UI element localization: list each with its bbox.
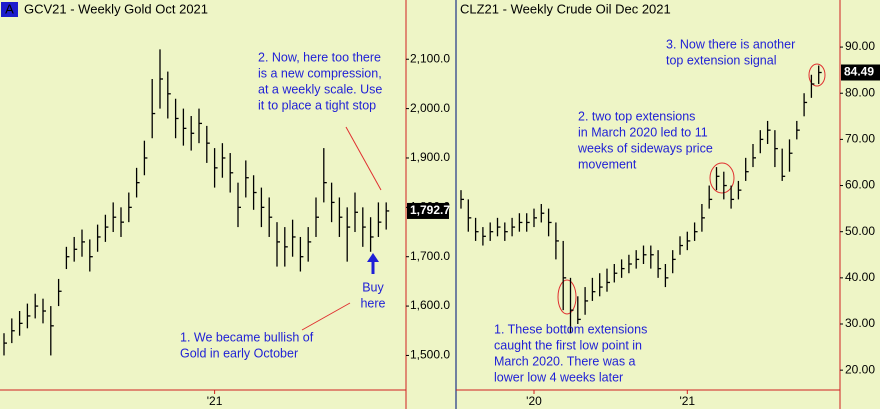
last-price-label: 1,792.7: [410, 203, 450, 217]
y-tick-label: 90.00: [845, 39, 875, 53]
annotation: Gold in early October: [180, 346, 298, 360]
annotation: 1. We became bullish of: [180, 330, 314, 344]
annotation: March 2020. There was a: [494, 354, 636, 368]
annotation: is a new compression,: [258, 66, 382, 80]
x-tick-label: '20: [526, 394, 542, 408]
highlight-ellipse: [557, 279, 577, 315]
y-tick-label: 80.00: [845, 85, 875, 99]
highlight-ellipse: [808, 63, 826, 87]
annotation: 2. Now, here too there: [258, 50, 381, 64]
y-tick-label: 1,600.0: [410, 298, 450, 312]
annotation: top extension signal: [666, 53, 777, 67]
y-tick-label: 2,100.0: [410, 51, 450, 65]
annotation: here: [360, 296, 385, 310]
y-tick-label: 60.00: [845, 178, 875, 192]
y-tick-label: 2,000.0: [410, 101, 450, 115]
badge: A: [5, 1, 14, 16]
last-price-label: 84.49: [844, 65, 874, 79]
badge-box: [1, 2, 18, 17]
x-tick-label: '21: [679, 394, 695, 408]
y-tick-label: 50.00: [845, 224, 875, 238]
x-tick-label: '21: [207, 394, 223, 408]
highlight-ellipse: [709, 162, 735, 194]
annotation: caught the first low point in: [494, 338, 642, 352]
annotation: 2. two top extensions: [578, 109, 695, 123]
chart-title: CLZ21 - Weekly Crude Oil Dec 2021: [460, 1, 671, 16]
annotation: lower low 4 weeks later: [494, 370, 623, 384]
pointer-line: [345, 126, 382, 191]
annotation: it to place a tight stop: [258, 98, 376, 112]
annotation: in March 2020 led to 11: [578, 125, 708, 139]
last-price-box: [841, 64, 880, 81]
y-tick-label: 20.00: [845, 362, 875, 376]
annotation: 1. These bottom extensions: [494, 322, 647, 336]
y-tick-label: 1,500.0: [410, 348, 450, 362]
arrow-head: [367, 253, 379, 262]
pointer-line: [301, 302, 351, 331]
last-price-box: [407, 202, 449, 219]
y-tick-label: 70.00: [845, 132, 875, 146]
y-tick-label: 1,700.0: [410, 249, 450, 263]
chart-title: GCV21 - Weekly Gold Oct 2021: [24, 1, 208, 16]
y-tick-label: 40.00: [845, 270, 875, 284]
annotation: at a weekly scale. Use: [258, 82, 382, 96]
annotation: weeks of sideways price: [577, 141, 713, 155]
annotation: movement: [578, 157, 637, 171]
annotation: 3. Now there is another: [666, 37, 795, 51]
y-tick-label: 1,900.0: [410, 150, 450, 164]
annotation: Buy: [362, 280, 384, 294]
y-tick-label: 30.00: [845, 316, 875, 330]
